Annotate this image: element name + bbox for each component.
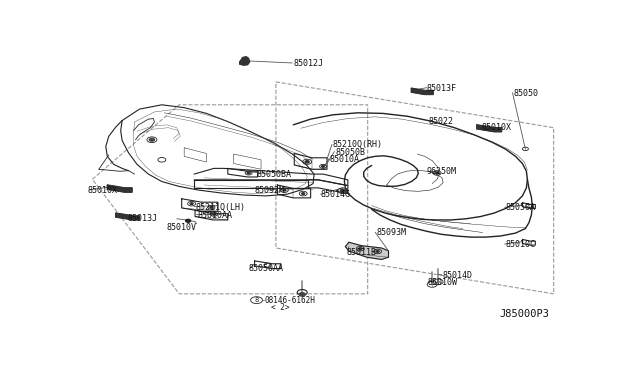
Polygon shape: [240, 57, 250, 65]
Polygon shape: [412, 88, 433, 94]
Text: 85050BA: 85050BA: [256, 170, 291, 179]
Text: 85014D: 85014D: [442, 271, 472, 280]
Circle shape: [186, 219, 191, 222]
Text: 85050AA: 85050AA: [249, 264, 284, 273]
Circle shape: [283, 189, 286, 191]
Text: 85010X: 85010X: [88, 186, 118, 195]
Text: 85010AA: 85010AA: [198, 211, 232, 219]
Text: 85010C: 85010C: [506, 240, 536, 249]
Text: 85014G: 85014G: [320, 190, 350, 199]
Text: 08146-6162H: 08146-6162H: [264, 296, 316, 305]
Text: 85050A: 85050A: [506, 203, 536, 212]
Polygon shape: [346, 242, 388, 260]
Circle shape: [301, 193, 305, 195]
Text: 85010W: 85010W: [428, 278, 457, 287]
Text: 85093M: 85093M: [376, 228, 406, 237]
Text: 85050B: 85050B: [335, 148, 365, 157]
Text: 85011B: 85011B: [347, 248, 377, 257]
Polygon shape: [108, 185, 132, 192]
Text: 85010V: 85010V: [167, 223, 197, 232]
Text: J85000P3: J85000P3: [500, 310, 550, 320]
Polygon shape: [477, 125, 502, 132]
Text: 85022: 85022: [428, 118, 453, 126]
Text: 85010X: 85010X: [482, 123, 512, 132]
Text: 85013J: 85013J: [127, 214, 157, 223]
Circle shape: [210, 206, 213, 208]
Text: 85013F: 85013F: [426, 84, 456, 93]
Circle shape: [321, 166, 324, 167]
Text: 8: 8: [255, 297, 259, 303]
Text: 85012J: 85012J: [293, 59, 323, 68]
Text: 85210Q(RH): 85210Q(RH): [333, 140, 383, 150]
Circle shape: [150, 138, 154, 141]
Text: 85211Q(LH): 85211Q(LH): [195, 202, 245, 212]
Text: 85092M: 85092M: [255, 186, 285, 195]
Circle shape: [190, 203, 193, 205]
Text: < 2>: < 2>: [271, 303, 289, 312]
Circle shape: [247, 172, 250, 174]
Circle shape: [376, 251, 379, 252]
Text: 85010A: 85010A: [330, 155, 360, 164]
Polygon shape: [116, 213, 140, 220]
Circle shape: [436, 172, 438, 174]
Text: 85050: 85050: [513, 89, 538, 98]
Circle shape: [359, 248, 362, 250]
Circle shape: [340, 189, 346, 192]
Circle shape: [212, 214, 216, 215]
Circle shape: [300, 293, 305, 296]
Circle shape: [305, 161, 309, 163]
Text: 96250M: 96250M: [426, 167, 456, 176]
